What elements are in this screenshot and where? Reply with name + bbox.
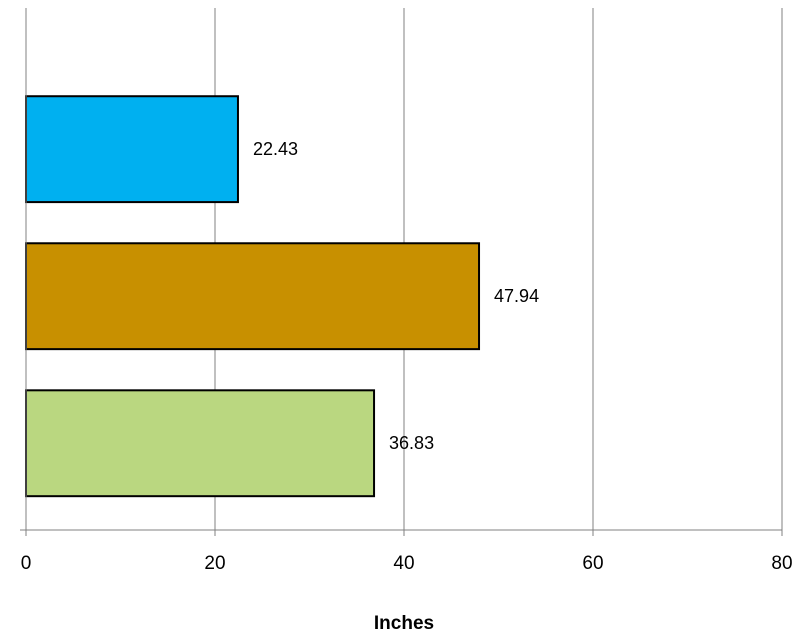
bar-0 xyxy=(25,95,239,204)
data-label-1: 47.94 xyxy=(494,286,539,306)
x-tick-label-2: 40 xyxy=(393,553,414,574)
x-tick-label-3: 60 xyxy=(582,553,603,574)
x-tick-label-0: 0 xyxy=(21,553,32,574)
bar-2 xyxy=(25,389,376,498)
data-label-2: 36.83 xyxy=(389,433,434,453)
x-axis-title: Inches xyxy=(374,613,434,634)
data-label-0: 22.43 xyxy=(253,139,298,159)
x-axis: 0 20 40 60 80 xyxy=(20,8,793,574)
x-tick-label-1: 20 xyxy=(204,553,225,574)
bar-1 xyxy=(25,242,481,351)
x-tick-label-4: 80 xyxy=(771,553,792,574)
data-labels: 22.43 47.94 36.83 xyxy=(253,139,539,453)
